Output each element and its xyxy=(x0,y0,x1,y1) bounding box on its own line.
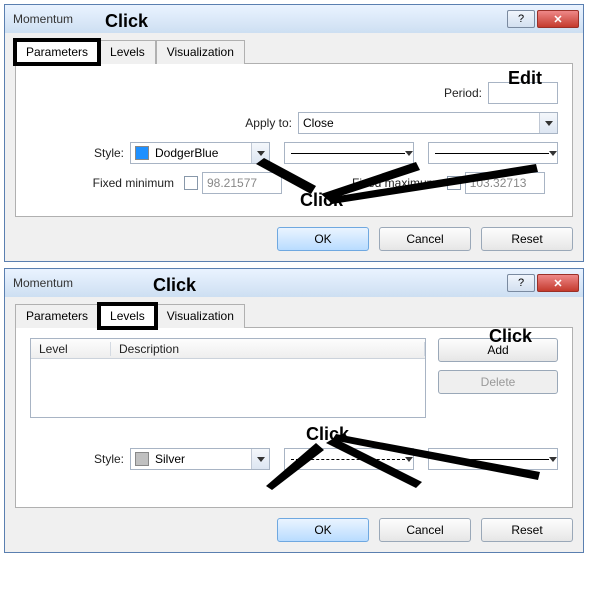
tab-content: Edit Period: Apply to: Close Style: Dodg… xyxy=(15,64,573,217)
window-title: Momentum xyxy=(13,12,507,26)
line-style-select[interactable] xyxy=(284,142,414,164)
line-style-preview xyxy=(291,459,405,460)
delete-button[interactable]: Delete xyxy=(438,370,558,394)
help-button[interactable]: ? xyxy=(507,274,535,292)
fixed-min-checkbox[interactable] xyxy=(184,176,198,190)
tab-levels-label: Levels xyxy=(110,309,145,323)
help-icon: ? xyxy=(518,277,524,289)
titlebar-buttons: ? ✕ xyxy=(507,274,579,292)
period-input[interactable] xyxy=(488,82,558,104)
momentum-dialog-levels: Momentum ? ✕ Click Parameters Levels Vis… xyxy=(4,268,584,553)
tab-parameters[interactable]: Parameters xyxy=(15,40,99,64)
tab-levels[interactable]: Levels xyxy=(99,304,156,328)
color-swatch xyxy=(135,452,149,466)
fixed-min-label: Fixed minimum xyxy=(30,176,180,190)
chevron-down-icon xyxy=(405,151,413,156)
tab-levels-label: Levels xyxy=(110,45,145,59)
apply-to-select[interactable]: Close xyxy=(298,112,558,134)
tab-levels[interactable]: Levels xyxy=(99,40,156,64)
description-column-header: Description xyxy=(111,342,425,356)
tab-visualization[interactable]: Visualization xyxy=(156,304,245,328)
chevron-down-icon xyxy=(539,113,557,133)
tab-parameters-label: Parameters xyxy=(26,45,88,59)
cancel-button[interactable]: Cancel xyxy=(379,518,471,542)
line-width-preview xyxy=(435,459,549,460)
style-color-name: DodgerBlue xyxy=(155,146,218,160)
button-row: OK Cancel Reset xyxy=(15,518,573,542)
ok-button[interactable]: OK xyxy=(277,518,369,542)
level-column-header: Level xyxy=(31,342,111,356)
reset-button[interactable]: Reset xyxy=(481,518,573,542)
line-width-preview xyxy=(435,153,549,154)
style-color-select[interactable]: Silver xyxy=(130,448,270,470)
tab-parameters-label: Parameters xyxy=(26,309,88,323)
chevron-down-icon xyxy=(251,143,269,163)
momentum-dialog-parameters: Momentum ? ✕ Click Parameters Levels Vis… xyxy=(4,4,584,262)
color-swatch xyxy=(135,146,149,160)
period-label: Period: xyxy=(444,86,488,100)
tab-visualization-label: Visualization xyxy=(167,45,234,59)
close-button[interactable]: ✕ xyxy=(537,274,579,292)
help-icon: ? xyxy=(518,13,524,25)
style-label: Style: xyxy=(30,146,130,160)
levels-list-header: Level Description xyxy=(31,339,425,359)
reset-button[interactable]: Reset xyxy=(481,227,573,251)
apply-to-label: Apply to: xyxy=(78,116,298,130)
tab-visualization[interactable]: Visualization xyxy=(156,40,245,64)
cancel-button[interactable]: Cancel xyxy=(379,227,471,251)
annotation-click-style: Click xyxy=(306,424,349,445)
button-row: OK Cancel Reset xyxy=(15,227,573,251)
fixed-max-input[interactable] xyxy=(465,172,545,194)
tab-content: Click Level Description Add Delete Click xyxy=(15,328,573,508)
tab-strip: Parameters Levels Visualization xyxy=(15,39,573,64)
line-width-select[interactable] xyxy=(428,448,558,470)
apply-to-value: Close xyxy=(303,116,334,130)
line-style-preview xyxy=(291,153,405,154)
style-color-select[interactable]: DodgerBlue xyxy=(130,142,270,164)
fixed-max-checkbox[interactable] xyxy=(447,176,461,190)
dialog-body: Click Parameters Levels Visualization Ed… xyxy=(5,33,583,261)
close-icon: ✕ xyxy=(553,13,562,26)
line-style-select[interactable] xyxy=(284,448,414,470)
titlebar-buttons: ? ✕ xyxy=(507,10,579,28)
style-color-name: Silver xyxy=(155,452,185,466)
style-label: Style: xyxy=(30,452,130,466)
line-width-select[interactable] xyxy=(428,142,558,164)
chevron-down-icon xyxy=(405,457,413,462)
titlebar: Momentum ? ✕ xyxy=(5,269,583,297)
tab-strip: Parameters Levels Visualization xyxy=(15,303,573,328)
fixed-max-label: Fixed maximum xyxy=(352,176,443,190)
close-button[interactable]: ✕ xyxy=(537,10,579,28)
chevron-down-icon xyxy=(251,449,269,469)
ok-button[interactable]: OK xyxy=(277,227,369,251)
dialog-body: Click Parameters Levels Visualization Cl… xyxy=(5,297,583,552)
tab-visualization-label: Visualization xyxy=(167,309,234,323)
tab-parameters[interactable]: Parameters xyxy=(15,304,99,328)
add-button[interactable]: Add xyxy=(438,338,558,362)
fixed-min-input[interactable] xyxy=(202,172,282,194)
help-button[interactable]: ? xyxy=(507,10,535,28)
chevron-down-icon xyxy=(549,151,557,156)
levels-listbox[interactable]: Level Description xyxy=(30,338,426,418)
titlebar: Momentum ? ✕ xyxy=(5,5,583,33)
window-title: Momentum xyxy=(13,276,507,290)
chevron-down-icon xyxy=(549,457,557,462)
close-icon: ✕ xyxy=(553,277,562,290)
